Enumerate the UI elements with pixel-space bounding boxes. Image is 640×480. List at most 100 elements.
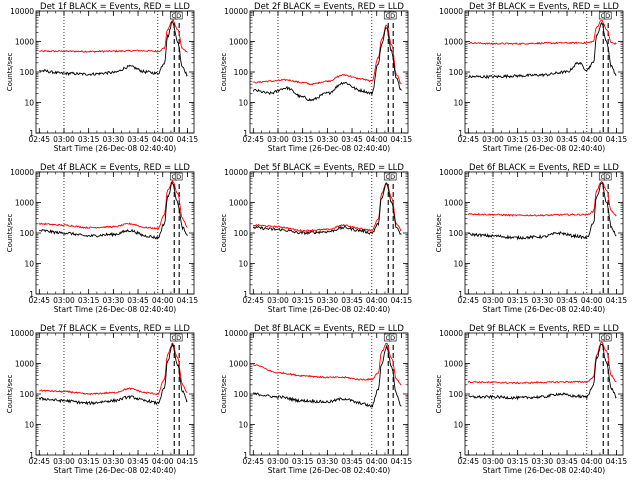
x-tick-label: 02:45: [457, 296, 479, 305]
y-tick-label: 1000: [229, 38, 248, 47]
x-tick-label: 04:00: [366, 296, 388, 305]
x-tick-label: 03:30: [532, 457, 554, 466]
x-tick-label: 02:45: [242, 296, 264, 305]
y-tick-label: 1000: [229, 360, 248, 369]
y-tick-label: 10000: [10, 168, 34, 177]
x-tick-label: 03:00: [267, 457, 289, 466]
y-tick-label: 10000: [439, 7, 463, 16]
interval-marker-label: D: [390, 334, 395, 342]
panel-4: Det 4f BLACK = Events, RED = LLD 1 10 100 10…: [6, 163, 198, 314]
interval-marker-box: [388, 172, 397, 181]
y-axis-label: Counts/sec: [6, 53, 14, 92]
interval-marker-box: [388, 11, 397, 20]
y-tick-label: 1000: [444, 38, 463, 47]
interval-marker-label: D: [176, 12, 181, 20]
x-tick-label: 04:00: [152, 135, 174, 144]
panel-9: Det 9f BLACK = Events, RED = LLD 1 10 100 10…: [435, 324, 627, 475]
x-tick-label: 04:00: [366, 135, 388, 144]
y-tick-label: 100: [449, 229, 464, 238]
x-axis-label: Start Time (26-Dec-08 02:40:40): [483, 144, 605, 153]
interval-marker-label: D: [390, 173, 395, 181]
plot-frame: [249, 10, 409, 134]
y-tick-label: 1000: [15, 199, 34, 208]
y-tick-label: 100: [20, 390, 35, 399]
y-tick-label: 100: [449, 68, 464, 77]
interval-marker-label: C: [385, 173, 390, 181]
x-tick-label: 03:15: [507, 296, 529, 305]
panel-1: Det 1f BLACK = Events, RED = LLD 1 10 100 10…: [6, 2, 198, 153]
y-tick-label: 10000: [10, 7, 34, 16]
panel-title: Det 4f BLACK = Events, RED = LLD: [40, 163, 190, 173]
y-tick-label: 100: [449, 390, 464, 399]
y-tick-label: 10: [453, 421, 463, 430]
events-series-line: [39, 180, 188, 240]
x-tick-label: 03:00: [53, 457, 75, 466]
events-series-line: [252, 183, 402, 236]
interval-marker-box: [174, 333, 183, 342]
y-tick-label: 10: [238, 260, 248, 269]
y-tick-label: 10: [24, 421, 34, 430]
y-tick-label: 100: [20, 229, 35, 238]
panel-title: Det 5f BLACK = Events, RED = LLD: [254, 163, 404, 173]
x-tick-label: 04:15: [606, 296, 628, 305]
x-tick-label: 04:00: [581, 135, 603, 144]
y-tick-label: 1000: [229, 199, 248, 208]
lld-series-line: [38, 179, 188, 230]
x-tick-label: 03:45: [127, 296, 149, 305]
x-tick-label: 03:45: [127, 135, 149, 144]
lld-series-line: [39, 19, 188, 53]
x-tick-label: 02:45: [242, 135, 264, 144]
x-tick-label: 03:30: [317, 296, 339, 305]
x-axis-label: Start Time (26-Dec-08 02:40:40): [54, 144, 176, 153]
interval-marker-label: C: [171, 173, 176, 181]
interval-marker-label: C: [600, 173, 605, 181]
lld-series-line: [253, 24, 402, 86]
x-axis-label: Start Time (26-Dec-08 02:40:40): [54, 466, 176, 475]
x-tick-label: 02:45: [242, 457, 264, 466]
x-tick-label: 04:15: [177, 457, 199, 466]
x-tick-label: 03:15: [507, 135, 529, 144]
x-tick-label: 04:00: [581, 296, 603, 305]
interval-marker-label: C: [171, 12, 176, 20]
x-tick-label: 04:15: [177, 296, 199, 305]
panel-title: Det 8f BLACK = Events, RED = LLD: [254, 324, 404, 334]
x-tick-label: 03:00: [53, 296, 75, 305]
x-tick-label: 03:15: [292, 457, 314, 466]
x-tick-label: 03:45: [341, 296, 363, 305]
y-tick-label: 1: [29, 290, 34, 299]
x-tick-label: 02:45: [28, 296, 50, 305]
plot-frame: [249, 332, 409, 456]
interval-marker-label: C: [600, 12, 605, 20]
panel-title: Det 1f BLACK = Events, RED = LLD: [40, 2, 190, 12]
y-tick-label: 10000: [439, 168, 463, 177]
x-tick-label: 04:15: [177, 135, 199, 144]
y-tick-label: 1: [458, 451, 463, 460]
panel-title: Det 6f BLACK = Events, RED = LLD: [469, 163, 619, 173]
events-series-line: [253, 344, 402, 408]
panel-8: Det 8f BLACK = Events, RED = LLD 1 10 100 10…: [220, 324, 412, 475]
x-tick-label: 03:15: [78, 135, 100, 144]
x-tick-label: 03:45: [556, 457, 578, 466]
y-tick-label: 1: [458, 129, 463, 138]
x-tick-label: 03:15: [78, 457, 100, 466]
x-tick-label: 03:30: [317, 457, 339, 466]
x-tick-label: 03:00: [482, 296, 504, 305]
x-tick-label: 03:30: [103, 296, 125, 305]
x-tick-label: 03:45: [341, 457, 363, 466]
x-tick-label: 03:45: [556, 135, 578, 144]
x-tick-label: 03:45: [556, 296, 578, 305]
x-axis-label: Start Time (26-Dec-08 02:40:40): [483, 466, 605, 475]
y-tick-label: 10: [238, 99, 248, 108]
x-tick-label: 03:15: [292, 296, 314, 305]
y-tick-label: 1: [243, 129, 248, 138]
y-tick-label: 10: [24, 99, 34, 108]
y-axis-label: Counts/sec: [6, 375, 14, 414]
x-tick-label: 03:30: [532, 135, 554, 144]
y-tick-label: 1: [243, 290, 248, 299]
y-tick-label: 10: [453, 99, 463, 108]
interval-marker-box: [388, 333, 397, 342]
x-tick-label: 03:15: [507, 457, 529, 466]
events-series-line: [468, 22, 617, 79]
x-tick-label: 02:45: [457, 457, 479, 466]
x-tick-label: 04:00: [152, 296, 174, 305]
